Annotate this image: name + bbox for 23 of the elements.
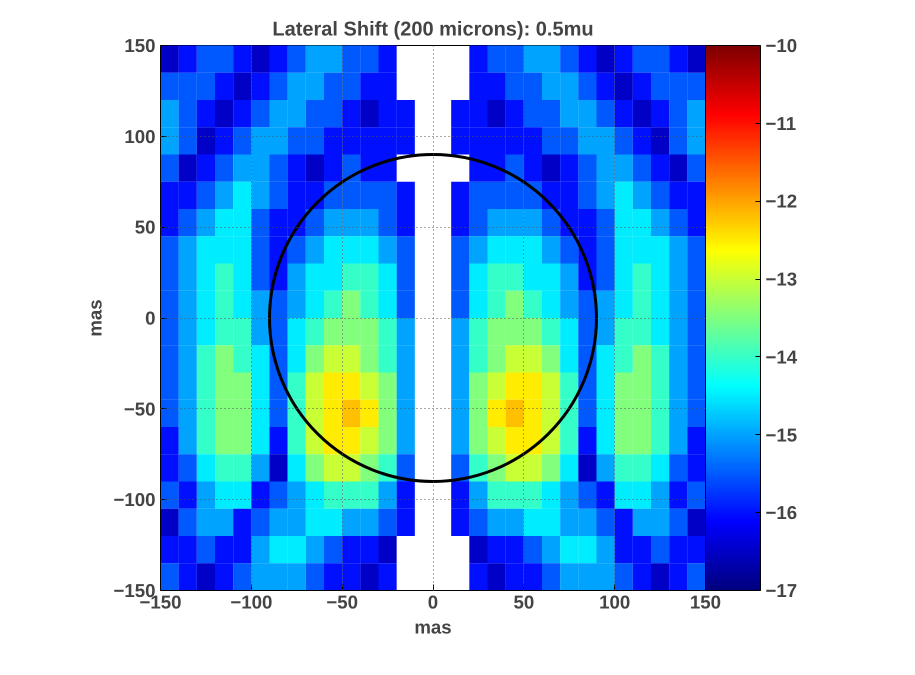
y-tick-label: 50 (134, 216, 156, 238)
y-tick-label: 100 (124, 126, 156, 147)
color-bar-label: −11 (766, 112, 796, 134)
x-tick-label: 100 (599, 592, 630, 612)
x-tick-label: 50 (513, 592, 534, 612)
x-axis-title: mas (414, 616, 452, 638)
y-axis-title: mas (84, 299, 106, 337)
x-tick-label: −100 (230, 592, 272, 612)
chart-title: Lateral Shift (200 microns): 0.5mu (272, 18, 594, 40)
color-bar-label: −12 (766, 190, 798, 212)
color-bar-label: −10 (766, 35, 798, 56)
y-tick-label: −100 (113, 489, 156, 510)
color-bar-label: −16 (766, 502, 798, 524)
x-tick-label: −50 (326, 592, 358, 612)
color-bar-label: −17 (766, 580, 798, 601)
y-tick-label: −50 (124, 398, 156, 420)
y-tick-label: 0 (145, 308, 156, 328)
x-tick-label: 150 (690, 592, 722, 612)
x-tick-label: 0 (428, 592, 438, 612)
color-bar-label: −15 (766, 424, 798, 446)
color-bar-label: −14 (766, 346, 798, 368)
color-bar-label: −13 (766, 268, 798, 290)
y-tick-label: 150 (124, 35, 156, 56)
